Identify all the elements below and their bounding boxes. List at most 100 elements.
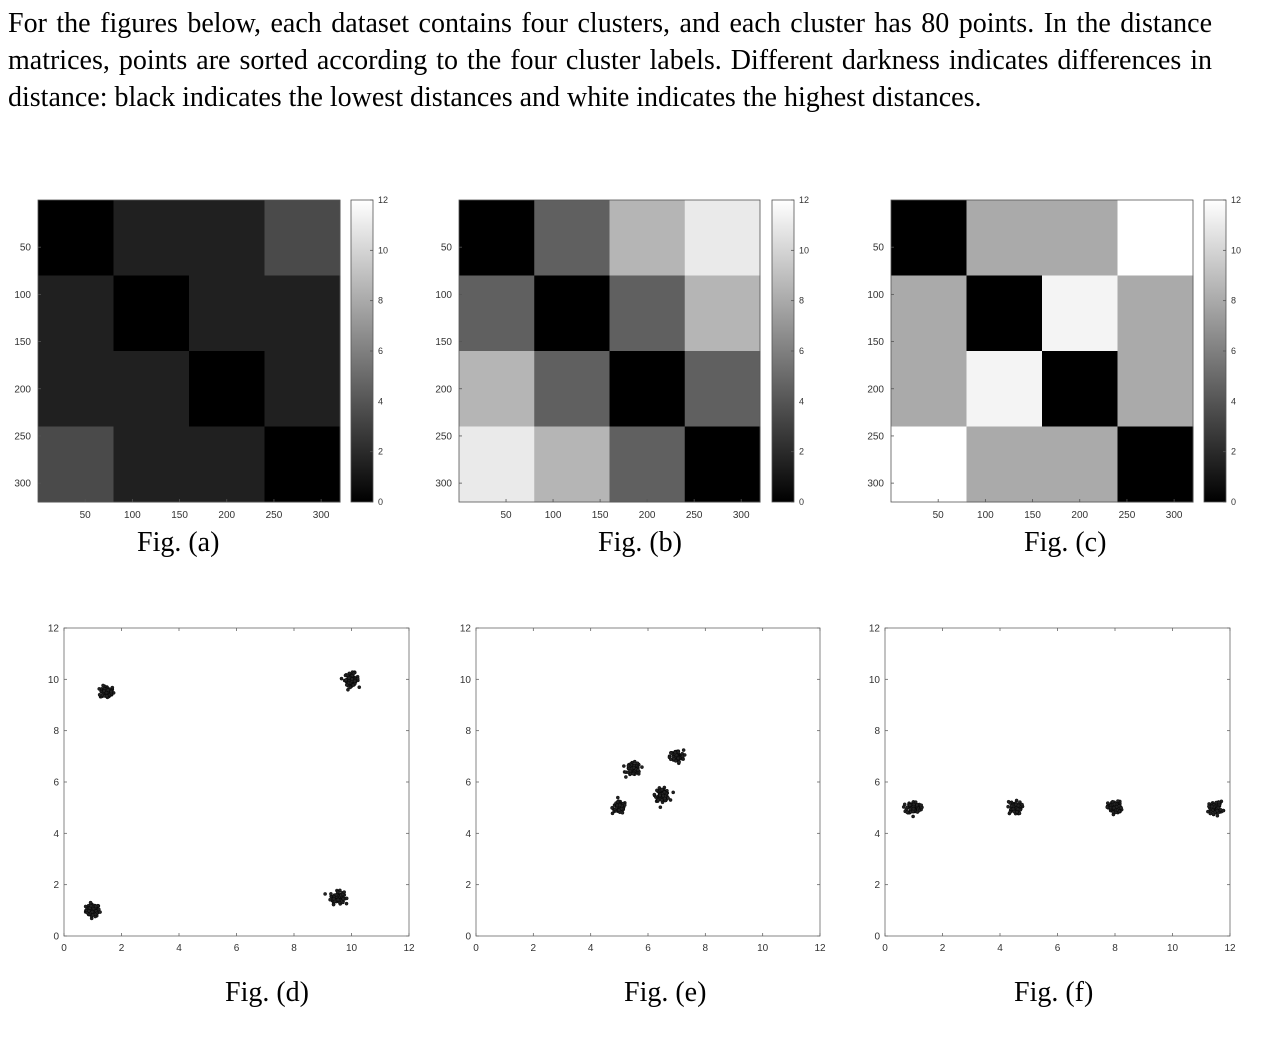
y-tick-label: 100 [435,290,452,301]
x-tick-label: 4 [176,943,182,954]
y-tick-label: 100 [867,290,884,301]
data-point [334,893,339,897]
data-point [908,803,912,807]
matrix-block [966,200,1043,276]
data-point [355,676,360,681]
data-point [1215,813,1220,818]
colorbar-tick-label: 10 [799,245,809,255]
x-tick-label: 6 [1055,943,1061,954]
matrix-block [459,275,535,352]
y-tick-label: 300 [435,479,452,490]
x-tick-label: 50 [933,510,945,521]
data-point [915,803,919,807]
data-point [673,759,678,763]
data-point [1215,808,1220,813]
colorbar [771,199,795,503]
y-tick-label: 8 [53,726,59,737]
data-point [673,750,678,755]
data-point [339,676,344,681]
colorbar-tick-label: 10 [1231,245,1241,255]
y-tick-label: 6 [53,778,59,789]
y-tick-label: 2 [874,880,880,891]
y-tick-label: 150 [867,337,884,348]
y-tick-label: 0 [874,932,880,943]
data-point [351,671,356,676]
data-point [1112,802,1117,807]
data-point [346,687,350,692]
y-tick-label: 4 [874,829,880,840]
y-tick-label: 2 [53,880,59,891]
matrix-block [1042,275,1118,352]
scatter-plot-d: 0 2 4 6 8 10 12 0 2 4 6 8 10 12 [48,624,415,955]
y-tick-label: 150 [14,337,31,348]
data-point [344,896,349,901]
y-tick-label: 4 [465,829,471,840]
data-point [357,685,362,690]
matrix-block [459,200,535,276]
x-tick-label: 12 [1224,943,1236,954]
data-point [636,768,640,772]
data-point [680,754,685,759]
x-tick-label: 0 [61,943,67,954]
data-point [1218,807,1223,812]
data-point [1020,802,1024,807]
caption-fig-b: Fig. (b) [598,527,682,558]
data-point [1015,807,1020,811]
matrix-block [38,200,114,276]
x-tick-label: 2 [119,943,125,954]
data-point [98,910,102,914]
matrix-block [534,426,610,503]
colorbar-tick-label: 12 [1231,195,1241,205]
data-point [1008,810,1012,814]
data-point [1210,804,1214,809]
distance-matrix-c: 50 100 150 200 250 300 50 100 150 200 250 300 0 2 4 6 8 1… [867,195,1241,521]
distance-matrix-a: 50 100 150 200 250 300 50 100 150 200 250 300 0 2 4 6 8 1… [14,195,388,521]
colorbar-tick-label: 0 [378,497,383,507]
data-point [915,810,920,814]
x-tick-label: 8 [1112,943,1118,954]
x-tick-label: 2 [940,943,946,954]
matrix-block [891,275,967,352]
x-tick-label: 2 [531,943,537,954]
x-tick-label: 300 [313,510,330,521]
scatter-plot-f: 0 2 4 6 8 10 12 0 2 4 6 8 10 12 [869,624,1236,955]
y-tick-label: 12 [48,624,60,635]
matrix-block [1042,351,1118,427]
data-point [331,897,336,901]
data-point [658,793,662,798]
colorbar-tick-label: 2 [378,447,383,457]
data-point [93,912,98,917]
x-tick-label: 0 [882,943,888,954]
y-tick-label: 0 [465,932,471,943]
x-tick-label: 100 [124,510,141,521]
matrix-block [684,351,761,427]
data-point [89,903,93,908]
matrix-block [1042,426,1118,503]
data-point [87,909,91,913]
x-tick-label: 100 [545,510,562,521]
y-tick-label: 10 [869,675,881,686]
matrix-block [189,275,265,352]
y-tick-label: 50 [441,243,453,254]
data-point [669,751,674,755]
data-point [624,775,628,779]
matrix-block [264,275,341,352]
data-point [344,683,349,687]
x-tick-label: 50 [500,510,512,521]
matrix-frame [890,199,1194,503]
data-point [911,802,916,807]
x-tick-label: 10 [346,943,358,954]
y-tick-label: 2 [465,880,471,891]
data-point [101,683,105,688]
colorbar-tick-label: 6 [799,346,804,356]
data-point [661,793,666,798]
x-tick-label: 300 [733,510,750,521]
x-tick-label: 12 [814,943,826,954]
x-tick-label: 10 [757,943,769,954]
x-tick-label: 8 [291,943,297,954]
matrix-block [264,200,341,276]
data-point [83,904,88,909]
colorbar-tick-label: 4 [378,396,383,406]
data-point [615,800,620,804]
data-point [620,810,625,815]
